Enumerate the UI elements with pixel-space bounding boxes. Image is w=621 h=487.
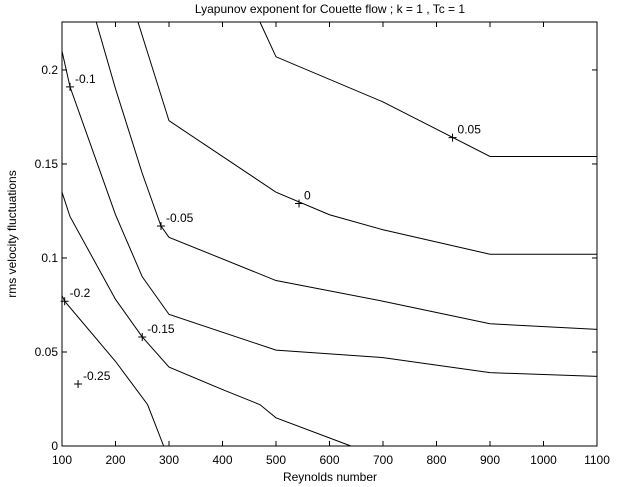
x-tick-label: 1000 bbox=[530, 453, 557, 467]
contour-marker bbox=[295, 199, 304, 208]
x-tick-label: 200 bbox=[105, 453, 125, 467]
contour-line bbox=[61, 51, 598, 377]
contour-marker bbox=[60, 297, 69, 306]
contour-marker bbox=[74, 379, 83, 388]
x-tick-label: 800 bbox=[426, 453, 446, 467]
x-tick-label: 600 bbox=[319, 453, 339, 467]
contour-label: -0.1 bbox=[75, 72, 96, 86]
contour-marker bbox=[448, 133, 457, 142]
contour-label: 0.05 bbox=[458, 123, 482, 137]
y-tick-label: 0.2 bbox=[41, 63, 58, 77]
contour-marker bbox=[138, 332, 147, 341]
chart-title: Lyapunov exponent for Couette flow ; k =… bbox=[195, 2, 465, 16]
contour-label: 0 bbox=[304, 188, 311, 202]
contour-label: -0.25 bbox=[83, 369, 111, 383]
y-tick-label: 0.05 bbox=[35, 345, 59, 359]
y-tick-label: 0 bbox=[51, 439, 58, 453]
contour-line bbox=[137, 21, 597, 255]
x-tick-label: 700 bbox=[373, 453, 393, 467]
y-tick-label: 0.15 bbox=[35, 157, 59, 171]
contour-marker bbox=[66, 82, 75, 91]
x-tick-label: 1100 bbox=[584, 453, 610, 467]
contour-marker bbox=[156, 222, 165, 231]
y-tick-label: 0.1 bbox=[41, 251, 58, 265]
x-tick-label: 300 bbox=[159, 453, 179, 467]
y-axis-label: rms velocity fluctuations bbox=[5, 170, 19, 297]
contour-line bbox=[259, 21, 597, 157]
contour-line bbox=[95, 21, 598, 330]
contour-line bbox=[61, 192, 352, 447]
contour-label: -0.2 bbox=[70, 286, 91, 300]
contour-label: -0.05 bbox=[166, 211, 194, 225]
x-axis-label: Reynolds number bbox=[283, 470, 377, 484]
plot-frame bbox=[61, 21, 598, 447]
x-tick-label: 900 bbox=[480, 453, 500, 467]
contour-line bbox=[61, 295, 165, 447]
x-tick-label: 500 bbox=[266, 453, 286, 467]
contour-label: -0.15 bbox=[147, 322, 175, 336]
x-tick-label: 100 bbox=[52, 453, 72, 467]
x-tick-label: 400 bbox=[212, 453, 232, 467]
